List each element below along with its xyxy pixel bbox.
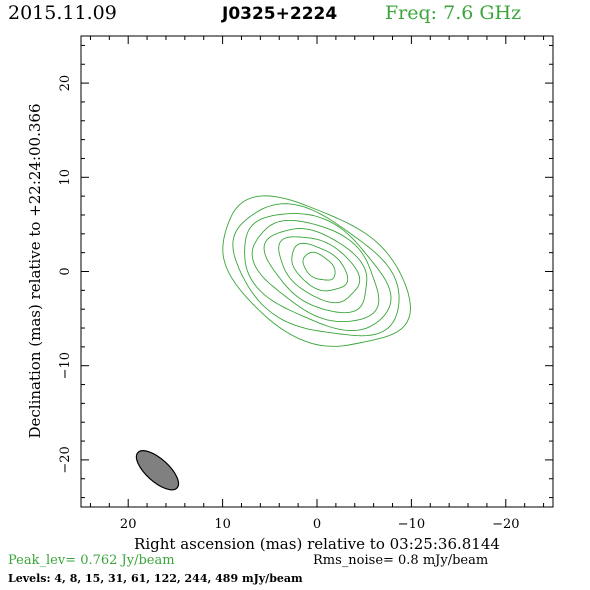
y-tick-label: 20: [58, 75, 73, 92]
rms-noise: Rms_noise= 0.8 mJy/beam: [313, 553, 489, 568]
tick-label-group: 20 10 0 −10 −20 20 10 0 −10 −20: [58, 75, 520, 532]
x-tick-label: −20: [492, 517, 519, 532]
x-tick-label: 10: [214, 517, 231, 532]
y-tick-label: −10: [58, 352, 73, 379]
frequency-label: Freq: 7.6 GHz: [385, 2, 522, 24]
plot-frame: [80, 35, 554, 508]
x-tick-label: 0: [313, 517, 321, 532]
contour-level-244: [291, 242, 349, 292]
tick-group: [81, 36, 553, 507]
beam-group: [135, 450, 180, 491]
x-tick-label: −10: [398, 517, 425, 532]
contour-level-4: [222, 195, 411, 347]
y-tick-label: −20: [58, 446, 73, 473]
contour-level-122: [278, 236, 361, 304]
contour-level-8: [232, 203, 400, 337]
x-tick-label: 20: [120, 517, 137, 532]
y-tick-label: 10: [58, 169, 73, 186]
y-tick-label: 0: [58, 267, 73, 275]
contour-level-31: [251, 219, 380, 323]
x-axis-label: Right ascension (mas) relative to 03:25:…: [134, 535, 500, 553]
observation-date: 2015.11.09: [8, 2, 117, 24]
y-axis-label: Declination (mas) relative to +22:24:00.…: [26, 103, 44, 438]
source-name: J0325+2224: [222, 4, 338, 24]
contour-level-489: [302, 251, 336, 281]
peak-level: Peak_lev= 0.762 Jy/beam: [8, 553, 175, 568]
contour-levels: Levels: 4, 8, 15, 31, 61, 122, 244, 489 …: [8, 572, 303, 585]
contour-group: [222, 195, 411, 347]
beam-ellipse: [135, 450, 180, 491]
contour-level-61: [263, 228, 368, 314]
contour-level-15: [244, 213, 392, 332]
